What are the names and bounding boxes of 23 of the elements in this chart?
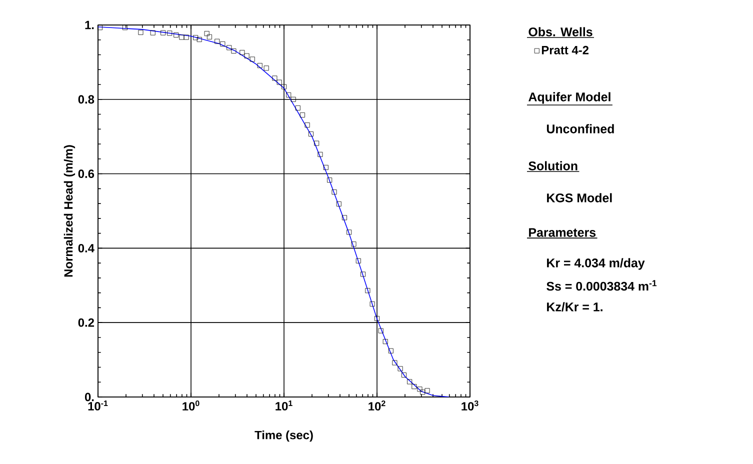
- text: Solution: [528, 161, 578, 170]
- text: Parameters: [529, 228, 596, 237]
- y-tick-label: 0.6: [78, 170, 94, 178]
- x-tick-label: 10$^{0}$: [182, 400, 200, 411]
- x-tick-label: 10$^{-1}$: [88, 400, 108, 410]
- text: KGS Model: [547, 193, 612, 202]
- y-tick-label: 0.2: [78, 318, 94, 327]
- text: Kz/Kr = 1.: [547, 302, 602, 312]
- y-tick-label: 0.: [84, 392, 94, 402]
- y-tick-label: 1.: [85, 20, 94, 30]
- text: Ss = 0.0003834 m$^{-1}$: [546, 280, 657, 291]
- y-tick-label: 0.8: [78, 95, 94, 104]
- text: Unconfined: [546, 124, 614, 134]
- legend-title: Obs. Wells: [528, 27, 592, 36]
- text: Kr = 4.034 m/day: [547, 258, 645, 270]
- x-tick-label: 10$^{3}$: [462, 400, 478, 411]
- y-tick-label: 0.4: [78, 244, 94, 252]
- x-tick-label: 10$^{1}$: [276, 400, 292, 410]
- text: Aquifer Model: [528, 92, 610, 104]
- y-axis-title: Normalized Head (m/m): [64, 145, 76, 277]
- x-axis-title: Time (sec): [254, 430, 313, 442]
- x-tick-label: 10$^{2}$: [368, 400, 386, 411]
- legend-label: Pratt 4-2: [542, 46, 589, 54]
